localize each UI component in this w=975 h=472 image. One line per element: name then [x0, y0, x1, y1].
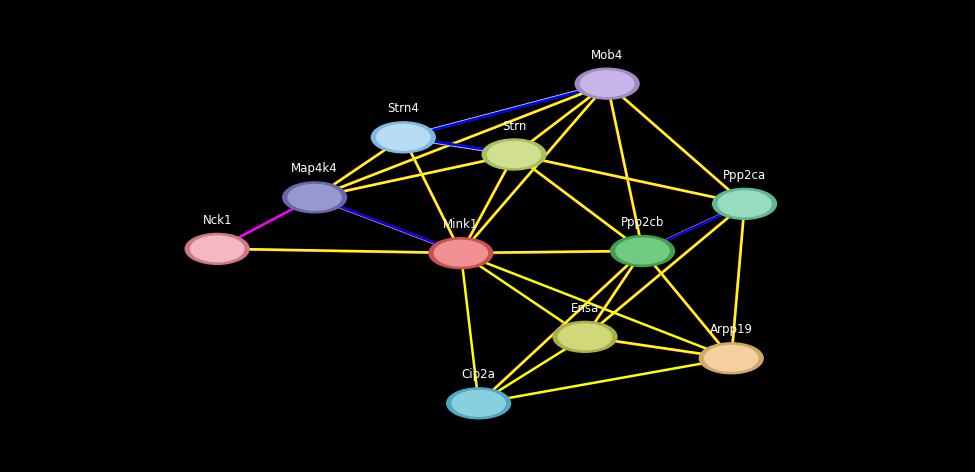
Circle shape: [718, 191, 771, 217]
Circle shape: [429, 238, 492, 269]
Text: Map4k4: Map4k4: [292, 162, 338, 176]
Text: Strn: Strn: [502, 119, 526, 133]
Circle shape: [190, 236, 244, 262]
Circle shape: [559, 324, 611, 350]
Circle shape: [483, 139, 546, 170]
Circle shape: [376, 125, 430, 150]
Text: Ensa: Ensa: [571, 302, 599, 315]
Circle shape: [553, 321, 617, 352]
Circle shape: [447, 388, 511, 419]
Circle shape: [699, 343, 763, 374]
Text: Arpp19: Arpp19: [710, 323, 753, 337]
Text: Ppp2cb: Ppp2cb: [621, 216, 664, 229]
Text: Strn4: Strn4: [387, 102, 419, 116]
Circle shape: [705, 346, 758, 371]
Circle shape: [616, 238, 669, 264]
Circle shape: [452, 390, 505, 416]
Circle shape: [575, 68, 639, 99]
Text: Mink1: Mink1: [444, 218, 479, 231]
Circle shape: [288, 185, 341, 210]
Circle shape: [371, 122, 435, 153]
Circle shape: [580, 71, 634, 97]
Text: Mob4: Mob4: [591, 49, 623, 62]
Circle shape: [713, 188, 776, 219]
Text: Ppp2ca: Ppp2ca: [723, 169, 766, 182]
Text: Cip2a: Cip2a: [462, 369, 495, 381]
Circle shape: [185, 234, 249, 264]
Circle shape: [283, 182, 346, 213]
Circle shape: [610, 236, 675, 267]
Circle shape: [488, 142, 541, 168]
Circle shape: [434, 240, 488, 266]
Text: Nck1: Nck1: [203, 214, 232, 227]
